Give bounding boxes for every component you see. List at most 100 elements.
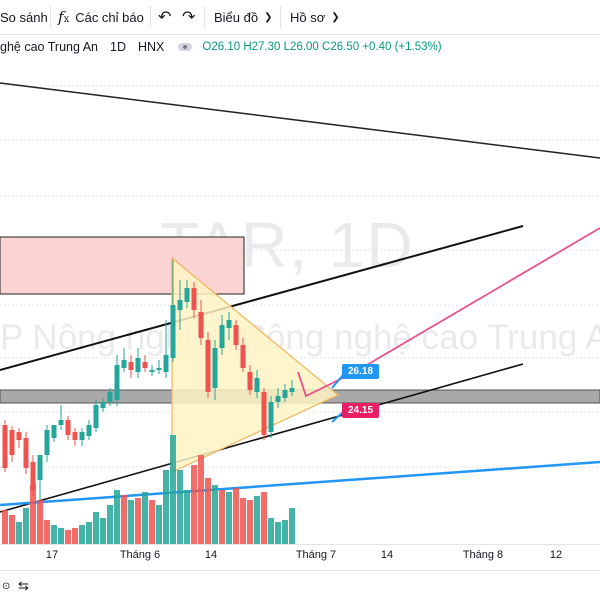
triangle-pattern[interactable] [171, 256, 340, 473]
indicators-button[interactable]: fx Các chỉ báo [58, 0, 144, 34]
candle[interactable] [51, 425, 57, 438]
candle[interactable] [135, 358, 141, 372]
volume-bar [170, 435, 176, 544]
candle[interactable] [212, 348, 218, 388]
replay-icon[interactable]: ⇆ [18, 578, 29, 593]
volume-bar [37, 500, 43, 544]
candle[interactable] [65, 420, 71, 435]
volume-bar [261, 492, 267, 544]
volume-bar [268, 518, 274, 544]
candle[interactable] [37, 455, 43, 480]
volume-bar [142, 492, 148, 544]
compare-button[interactable]: So sánh [0, 0, 48, 34]
candle[interactable] [268, 402, 274, 432]
toolbar-divider [280, 6, 281, 28]
candle[interactable] [163, 355, 169, 372]
candle[interactable] [226, 320, 232, 328]
candle[interactable] [233, 325, 239, 345]
candle[interactable] [254, 378, 260, 392]
candle[interactable] [219, 325, 225, 348]
undo-icon: ↶ [158, 9, 172, 26]
candle[interactable] [9, 430, 15, 455]
candle[interactable] [184, 288, 190, 302]
candle[interactable] [282, 390, 288, 398]
candle[interactable] [44, 430, 50, 455]
candle[interactable] [30, 462, 36, 490]
toolbar-divider [150, 6, 151, 28]
volume-bar [100, 518, 106, 544]
candle[interactable] [205, 340, 211, 392]
volume-bar [247, 500, 253, 544]
profile-menu-button[interactable]: Hồ sơ ❯ [290, 0, 340, 34]
candle[interactable] [121, 360, 127, 368]
volume-bar [79, 525, 85, 544]
volume-bar [58, 528, 64, 544]
volume-bar [156, 505, 162, 544]
chart-menu-button[interactable]: Biểu đồ ❯ [214, 0, 272, 34]
symbol-name[interactable]: ghệ cao Trung An [0, 40, 98, 54]
candle[interactable] [177, 300, 183, 310]
volume-bar [30, 485, 36, 544]
candle[interactable] [156, 368, 162, 370]
volume-bar [72, 528, 78, 544]
candle[interactable] [93, 405, 99, 428]
grid-lines [0, 85, 600, 468]
price-tag-lower[interactable]: 24.15 [342, 403, 380, 418]
symbol-interval[interactable]: 1D [110, 40, 126, 54]
trendline-long-down[interactable] [0, 82, 600, 159]
candle[interactable] [100, 402, 106, 408]
channel-lower-line[interactable] [0, 363, 524, 513]
candle[interactable] [198, 312, 204, 338]
toolbar-divider [204, 6, 205, 28]
price-tag-upper[interactable]: 26.18 [342, 364, 380, 379]
volume-bar [163, 470, 169, 544]
candle[interactable] [86, 425, 92, 436]
trendline-blue[interactable] [0, 460, 600, 507]
volume-bar [51, 525, 57, 544]
undo-button[interactable]: ↶ [158, 0, 171, 34]
candle[interactable] [247, 372, 253, 390]
candle[interactable] [170, 305, 176, 358]
candle[interactable] [261, 392, 267, 435]
candle[interactable] [58, 420, 64, 425]
volume-bar [16, 522, 22, 544]
volume-bar [289, 508, 295, 544]
candle[interactable] [114, 365, 120, 400]
channel-upper-line[interactable] [0, 225, 524, 371]
candle[interactable] [128, 362, 134, 370]
candle[interactable] [240, 345, 246, 368]
candle[interactable] [79, 432, 85, 440]
volume-bar [198, 455, 204, 544]
candle[interactable] [275, 396, 281, 402]
candle[interactable] [142, 362, 148, 368]
volume-bar [205, 478, 211, 544]
x-tick-label: 14 [380, 549, 394, 561]
candle[interactable] [289, 388, 295, 392]
fx-icon: fx [58, 8, 70, 26]
symbol-legend: ghệ cao Trung An 1D HNX O26.10 H27.30 L2… [0, 37, 442, 57]
volume-group [2, 435, 295, 544]
projection-line[interactable] [297, 227, 600, 398]
candle[interactable] [2, 425, 8, 468]
x-tick-label: Tháng 8 [462, 549, 504, 561]
redo-icon: ↷ [182, 9, 196, 26]
candles-group [2, 260, 295, 500]
eye-icon[interactable] [178, 43, 193, 51]
volume-bar [128, 500, 134, 544]
time-axis[interactable]: 17 Tháng 6 14 Tháng 7 14 Tháng 8 12 [0, 544, 600, 568]
candle[interactable] [191, 288, 197, 310]
candle[interactable] [72, 432, 78, 440]
resistance-zone[interactable] [0, 236, 245, 295]
volume-bar [121, 495, 127, 544]
candle[interactable] [16, 432, 22, 440]
candle[interactable] [149, 370, 155, 372]
volume-bar [184, 490, 190, 544]
volume-bar [219, 490, 225, 544]
candle[interactable] [23, 438, 29, 468]
redo-button[interactable]: ↷ [182, 0, 195, 34]
lower-tag-pointer [331, 411, 344, 423]
x-tick-label: Tháng 6 [119, 549, 161, 561]
profile-menu-label: Hồ sơ [290, 9, 326, 25]
candle[interactable] [107, 392, 113, 402]
